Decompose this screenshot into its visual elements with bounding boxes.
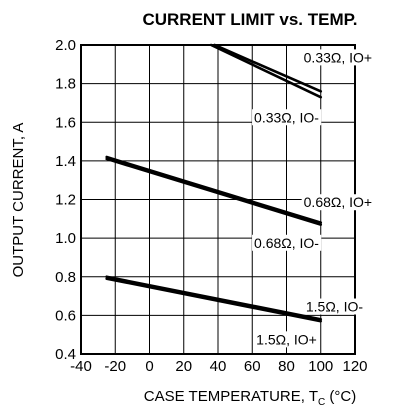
annotation-bg-1 (252, 109, 322, 126)
y-tick-label: 1.2 (55, 192, 76, 209)
x-tick-label: 120 (342, 358, 367, 375)
x-axis-label-main: CASE TEMPERATURE, T (144, 388, 318, 405)
y-tick-label: 1.0 (55, 230, 76, 247)
x-tick-label: 40 (210, 358, 227, 375)
annotation-0: 0.33Ω, IO+ (304, 49, 372, 65)
y-tick-label: 0.8 (55, 269, 76, 286)
series-line-3 (105, 157, 323, 226)
annotation-5: 1.5Ω, IO+ (256, 331, 317, 347)
annotation-bg-0 (301, 49, 375, 66)
annotation-2: 0.68Ω, IO+ (304, 194, 372, 210)
series-group (105, 43, 323, 323)
y-tick-label: 0.4 (55, 346, 76, 363)
annotation-bg-4 (303, 298, 366, 315)
y-tick-label: 1.4 (55, 153, 76, 170)
series-line-1 (209, 43, 323, 99)
annotation-1: 0.33Ω, IO- (254, 109, 319, 125)
annotation-3: 0.68Ω, IO- (254, 235, 319, 251)
y-tick-label: 1.8 (55, 76, 76, 93)
x-axis-label-unit: (°C) (325, 388, 356, 405)
x-tick-label: 100 (308, 358, 333, 375)
x-axis-label: CASE TEMPERATURE, TC (°C) (144, 388, 356, 408)
x-tick-label: 20 (175, 358, 192, 375)
y-tick-label: 2.0 (55, 37, 76, 54)
x-tick-label: 60 (244, 358, 261, 375)
y-tick-label: 1.6 (55, 114, 76, 131)
chart-title: CURRENT LIMIT vs. TEMP. (142, 10, 357, 29)
x-axis-label-subscript: C (318, 397, 325, 408)
annotations: 0.33Ω, IO+ 0.33Ω, IO- 0.68Ω, IO+ 0.68Ω, IO-… (252, 49, 375, 348)
x-tick-label: -20 (104, 358, 126, 375)
series-line-5 (105, 277, 323, 323)
ticks: -40 -20 0 20 40 60 80 100 120 0.4 0.6 0.8 1.0 1.2 1.4 1… (55, 37, 367, 375)
annotation-bg-3 (252, 234, 322, 251)
series-line-2 (105, 155, 323, 224)
annotation-bg-5 (254, 331, 319, 348)
x-tick-label: -40 (70, 358, 92, 375)
annotation-bg-2 (301, 194, 375, 211)
x-tick-label: 0 (145, 358, 153, 375)
annotation-4: 1.5Ω, IO- (306, 299, 363, 315)
y-axis-label: OUTPUT CURRENT, A (10, 123, 27, 278)
series-line-4 (105, 275, 323, 321)
series-line-0 (213, 43, 323, 93)
x-tick-label: 80 (278, 358, 295, 375)
y-tick-label: 0.6 (55, 307, 76, 324)
